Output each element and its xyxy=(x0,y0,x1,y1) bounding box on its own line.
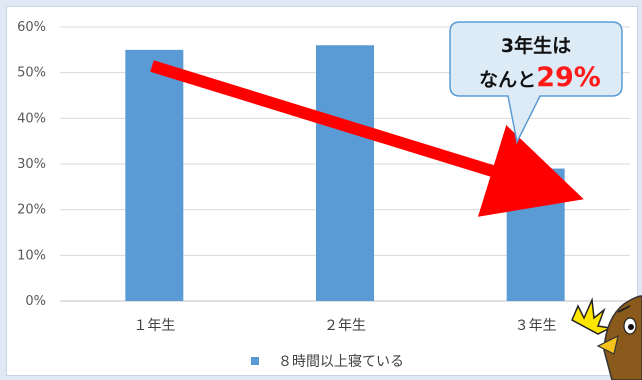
legend-label: ８時間以上寝ている xyxy=(278,353,404,370)
y-axis-ticks: 0% 10% 20% 30% 40% 50% 60% xyxy=(17,20,46,309)
x-axis-categories: １年生 ２年生 ３年生 xyxy=(133,318,556,334)
callout-line2: なんと29% xyxy=(479,62,601,93)
bar-1 xyxy=(125,49,184,302)
legend-swatch xyxy=(251,357,259,365)
cartoon-character-illustration xyxy=(571,295,642,380)
y-tick-label: 50% xyxy=(17,66,46,81)
callout-value: 29% xyxy=(536,62,601,93)
trend-arrow xyxy=(150,60,584,217)
category-label: ２年生 xyxy=(324,318,366,334)
category-label: １年生 xyxy=(133,318,175,334)
y-tick-label: 10% xyxy=(17,248,46,263)
category-label: ３年生 xyxy=(515,318,557,334)
bar-2 xyxy=(316,45,374,302)
y-tick-label: 60% xyxy=(17,20,46,35)
legend: ８時間以上寝ている xyxy=(251,353,404,370)
y-tick-label: 40% xyxy=(17,111,46,126)
y-tick-label: 30% xyxy=(17,157,46,172)
y-tick-label: 20% xyxy=(17,203,46,218)
callout-bubble: 3年生は なんと29% xyxy=(449,21,623,145)
bar-3 xyxy=(506,168,565,301)
callout-prefix: なんと xyxy=(479,69,536,91)
callout-line1: 3年生は xyxy=(501,34,571,57)
y-tick-label: 0% xyxy=(25,294,46,309)
